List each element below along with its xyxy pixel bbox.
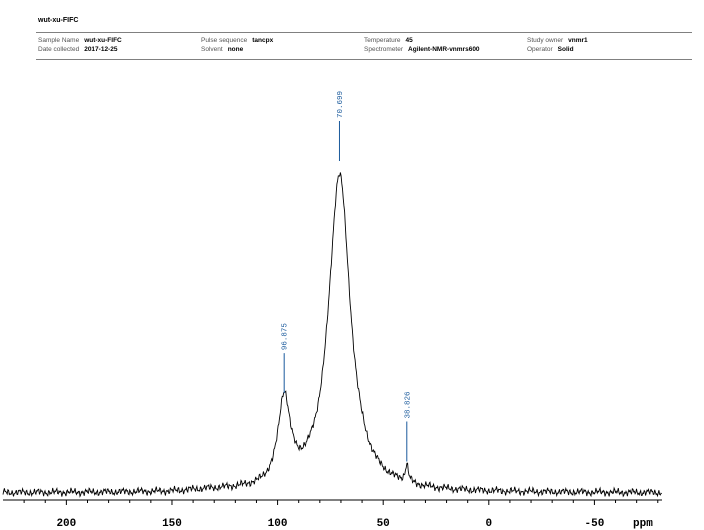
meta-pulse-sequence-label: Pulse sequence: [201, 37, 248, 44]
meta-study-owner: Study owner vnmr1: [527, 37, 588, 44]
meta-spectrometer-label: Spectrometer: [364, 46, 404, 53]
meta-operator-value: Solid: [557, 46, 574, 53]
spectrum-trace: [2, 172, 662, 498]
header-divider-top: [36, 32, 692, 33]
meta-date-collected-label: Date collected: [38, 46, 80, 53]
meta-study-owner-label: Study owner: [527, 37, 564, 44]
x-tick-label: 100: [268, 518, 288, 530]
meta-study-owner-value: vnmr1: [568, 37, 588, 44]
meta-pulse-sequence: Pulse sequence tancpx: [201, 37, 273, 44]
meta-operator: Operator Solid: [527, 46, 574, 53]
x-tick-label: 0: [485, 518, 492, 530]
meta-temperature-label: Temperature: [364, 37, 401, 44]
meta-operator-label: Operator: [527, 46, 553, 53]
meta-sample-name-value: wut-xu-FIFC: [84, 37, 122, 44]
x-axis-tick-labels: 200 150 100 50 0 -50: [56, 518, 604, 530]
meta-solvent-value: none: [227, 46, 244, 53]
meta-sample-name: Sample Name wut-xu-FIFC: [38, 37, 122, 44]
meta-spectrometer: Spectrometer Agilent-NMR-vnmrs600: [364, 46, 480, 53]
meta-temperature: Temperature 45: [364, 37, 413, 44]
meta-pulse-sequence-value: tancpx: [252, 37, 274, 44]
meta-temperature-value: 45: [405, 37, 413, 44]
meta-spectrometer-value: Agilent-NMR-vnmrs600: [408, 46, 480, 53]
meta-date-collected-value: 2017-12-25: [84, 46, 118, 53]
x-tick-label: -50: [585, 518, 605, 530]
meta-solvent: Solvent none: [201, 46, 243, 53]
x-tick-label: 50: [377, 518, 390, 530]
meta-date-collected: Date collected 2017-12-25: [38, 46, 117, 53]
spectrum-title: wut-xu-FIFC: [38, 17, 79, 24]
peak-label: 96.875: [282, 323, 290, 351]
x-tick-label: 150: [162, 518, 182, 530]
peak-markers: 96.875 70.699 38.826: [282, 91, 412, 462]
meta-sample-name-label: Sample Name: [38, 37, 80, 44]
x-tick-label: 200: [56, 518, 76, 530]
x-axis-unit-label: ppm: [633, 518, 653, 530]
meta-solvent-label: Solvent: [201, 46, 223, 53]
peak-label: 38.826: [404, 391, 412, 419]
x-axis-ticks: [23, 500, 659, 505]
header-divider-bottom: [36, 59, 692, 60]
peak-label: 70.699: [337, 91, 345, 118]
